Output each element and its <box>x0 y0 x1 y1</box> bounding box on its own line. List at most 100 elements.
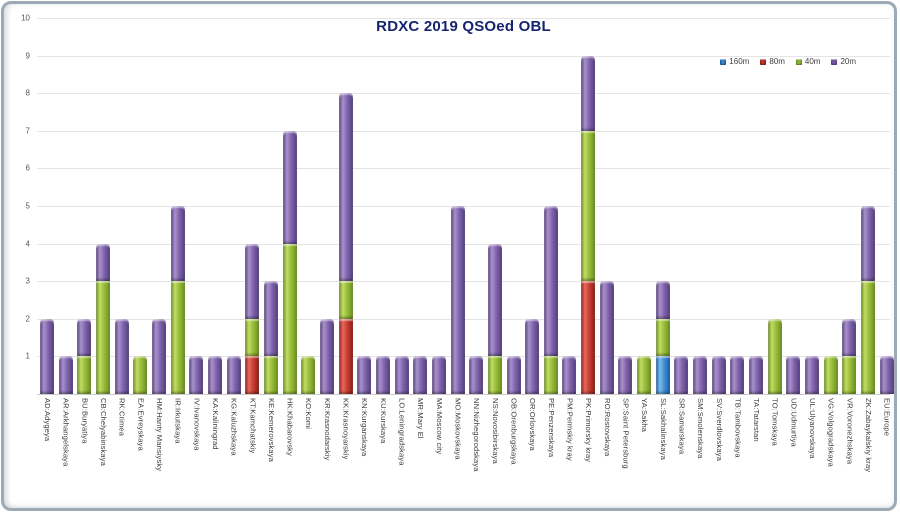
legend-item-80m: 80m <box>760 57 785 66</box>
x-axis-line <box>37 394 890 395</box>
category-label: OB:Orenburgskaya <box>509 398 519 465</box>
category-label: KU:Kurskaya <box>378 398 388 444</box>
y-tick-label: 9 <box>25 51 30 61</box>
bar-segment-20m <box>151 318 166 394</box>
category-label: LO:Leningradskaya <box>397 398 407 466</box>
category-label: SP:Saint Petersburg <box>621 398 631 469</box>
bar-segment-20m <box>655 281 670 319</box>
chart-title: RDXC 2019 QSOed OBL <box>376 18 551 35</box>
bar-segment-40m <box>655 318 670 357</box>
legend-swatch-icon <box>760 58 767 65</box>
bar-segment-20m <box>749 356 764 394</box>
bar-segment-40m <box>338 281 353 319</box>
category-label: VG:Volgogradskaya <box>826 398 836 467</box>
category-label: VR:Voronezhskaya <box>845 398 855 465</box>
bar-segment-20m <box>357 356 372 394</box>
bar-segment-40m <box>301 356 316 394</box>
legend-label: 20m <box>840 57 856 66</box>
category-label: PE:Penzenskaya <box>546 398 556 458</box>
category-label: SR:Samarskaya <box>677 398 687 455</box>
gridline-y7 <box>37 130 890 132</box>
bar-segment-20m <box>674 356 689 394</box>
legend-swatch-icon <box>795 58 802 65</box>
category-label: CB:Chelyabinskaya <box>98 398 108 466</box>
bar-segment-20m <box>562 356 577 394</box>
category-label: KT:Kamchatskiy <box>248 398 258 454</box>
bar-segment-40m <box>133 356 148 394</box>
category-label: PK:Primorsky kray <box>584 398 594 463</box>
bar-segment-20m <box>58 356 73 394</box>
bar-segment-80m <box>245 356 260 394</box>
bar-segment-40m <box>263 356 278 394</box>
bar-segment-40m <box>861 281 876 394</box>
category-label: KR:Krasnodarskiy <box>322 398 332 461</box>
bar-segment-20m <box>525 318 540 394</box>
category-label: PM:Permskiy kray <box>565 398 575 461</box>
legend-swatch-icon <box>720 58 727 65</box>
bar-segment-20m <box>40 318 54 394</box>
y-tick-label: 2 <box>25 314 30 324</box>
category-label: IV:Ivanovskaya <box>192 398 202 451</box>
bar-segment-160m <box>655 356 670 394</box>
category-label: KO:Komi <box>304 398 314 430</box>
category-label: SL:Sakhalinskaya <box>658 398 668 460</box>
y-tick-label: 8 <box>25 88 30 98</box>
bar-segment-20m <box>879 356 894 394</box>
category-label: EA:Evreyskaya <box>136 398 146 451</box>
y-tick-label: 3 <box>25 276 30 286</box>
bar-segment-40m <box>842 356 857 394</box>
bar-segment-20m <box>469 356 484 394</box>
bar-segment-20m <box>245 243 260 319</box>
gridline-y9 <box>37 55 890 57</box>
category-label: RK:Crimea <box>117 398 127 437</box>
category-label: MO:Moskovskaya <box>453 398 463 460</box>
bar-segment-20m <box>282 130 297 244</box>
bar-segment-20m <box>506 356 521 394</box>
category-label: MA:Moscow city <box>434 398 444 455</box>
y-tick-label: 4 <box>25 239 30 249</box>
bar-segment-20m <box>543 206 558 357</box>
bar-segment-80m <box>338 318 353 394</box>
bar-segment-40m <box>823 356 838 394</box>
y-tick-label: 1 <box>25 351 30 361</box>
legend-item-20m: 20m <box>831 57 856 66</box>
category-label: UD:Udmurtiya <box>789 398 799 447</box>
category-label: EU:Europe <box>882 398 892 437</box>
bar-segment-20m <box>599 281 614 394</box>
gridline-y10 <box>37 18 890 19</box>
bar-segment-20m <box>618 356 633 394</box>
bar-segment-40m <box>767 318 782 394</box>
category-label: BU:Buryatiya <box>80 398 90 444</box>
bar-segment-20m <box>431 356 446 394</box>
category-label: NS:Novosibirskaya <box>490 398 500 464</box>
bar-segment-20m <box>413 356 428 394</box>
bar-segment-20m <box>861 206 876 282</box>
bar-segment-20m <box>786 356 801 394</box>
bar-segment-40m <box>245 318 260 357</box>
bar-segment-80m <box>581 281 596 394</box>
bar-segment-20m <box>394 356 409 394</box>
bar-segment-40m <box>77 356 92 394</box>
y-tick-label: 10 <box>21 13 30 23</box>
legend-label: 40m <box>804 57 821 66</box>
bar-segment-20m <box>338 93 353 282</box>
category-label: KN:Kurganskaya <box>360 398 370 457</box>
category-label: YA:Sakha <box>640 398 650 433</box>
bar-segment-20m <box>263 281 278 357</box>
legend-swatch-icon <box>831 58 838 65</box>
chart-canvas: RDXC 2019 QSOed OBL 160m 80m 40m 20m 1 2 3 4 5 6… <box>4 4 894 508</box>
category-label: HK:Khabarovsky <box>285 398 295 456</box>
category-label: UL:Ulyanovskaya <box>808 398 818 459</box>
bar-segment-40m <box>637 356 652 394</box>
bar-segment-20m <box>114 318 129 394</box>
bar-segment-20m <box>450 206 465 394</box>
category-label: TB:Tambovskaya <box>733 398 743 458</box>
category-label: KK:Krasnoyarskiy <box>341 398 351 460</box>
category-label: RO:Rostovskaya <box>602 398 612 457</box>
category-label: TA:Tatarstan <box>752 398 762 442</box>
category-label: NN:Nizhegorodskaya <box>472 398 482 472</box>
category-label: AR:Arkhangelskaya <box>61 398 71 467</box>
bar-segment-40m <box>282 243 297 394</box>
category-label: AD:Adygeya <box>43 398 52 442</box>
